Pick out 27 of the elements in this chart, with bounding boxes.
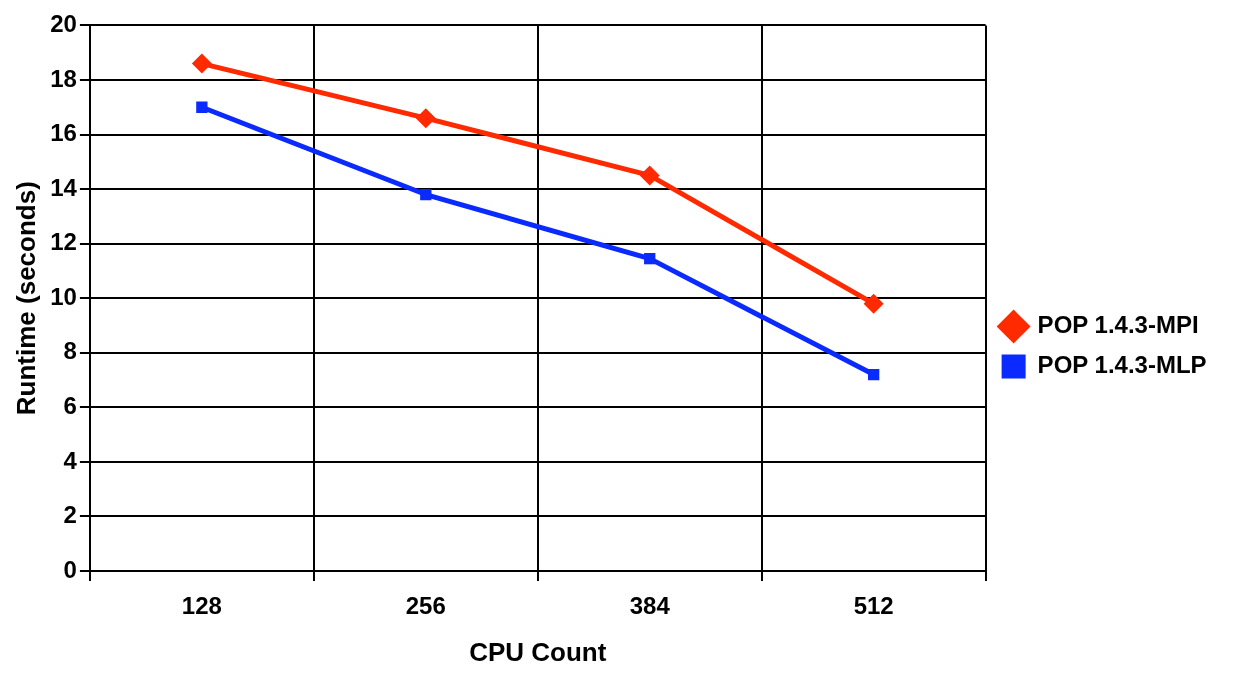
y-tick-label: 4: [63, 446, 78, 474]
x-axis-title: CPU Count: [469, 636, 607, 667]
y-axis-title: Runtime (seconds): [10, 181, 41, 416]
y-tick-label: 14: [50, 173, 78, 201]
legend-label: POP 1.4.3-MPI: [1037, 311, 1199, 339]
y-tick-label: 16: [50, 119, 77, 147]
point: [191, 53, 212, 74]
y-tick-label: 10: [50, 282, 77, 310]
y-tick-label: 12: [50, 228, 77, 256]
y-tick-label: 6: [63, 391, 77, 419]
y-tick-label: 18: [50, 64, 77, 92]
y-tick-label: 20: [50, 10, 77, 38]
point: [644, 252, 656, 265]
x-tick-label: 128: [181, 592, 222, 620]
point: [415, 108, 436, 129]
point: [420, 188, 432, 201]
y-tick-label: 2: [63, 501, 77, 529]
legend-label: POP 1.4.3-MLP: [1037, 351, 1207, 379]
x-tick-label: 512: [853, 592, 894, 620]
point: [863, 293, 884, 314]
x-tick-label: 384: [629, 592, 671, 620]
y-tick-label: 0: [63, 555, 77, 583]
point: [868, 368, 880, 381]
x-tick-label: 256: [405, 592, 446, 620]
y-tick-label: 8: [63, 337, 77, 365]
point: [639, 165, 660, 186]
point: [196, 101, 208, 113]
